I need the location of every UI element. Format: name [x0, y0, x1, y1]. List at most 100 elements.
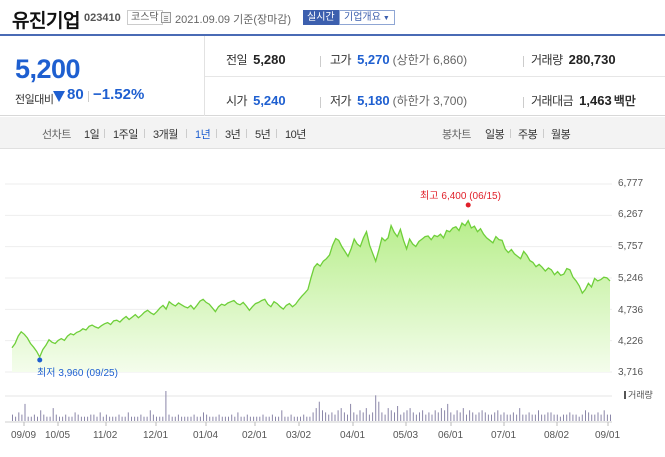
- volume-bar: [18, 412, 20, 421]
- volume-label: 거래량: [531, 53, 563, 67]
- low-value: 5,180: [357, 93, 390, 108]
- x-tick-label: 07/01: [491, 430, 517, 441]
- volume-bar: [588, 412, 590, 421]
- tab-1w[interactable]: 1주일: [113, 129, 138, 141]
- trade-value-amount: 1,463: [579, 93, 612, 108]
- volume-bar: [610, 414, 611, 421]
- volume-bar: [290, 414, 292, 421]
- volume-bar: [24, 403, 26, 421]
- volume-bar: [275, 416, 276, 421]
- volume-bar: [500, 414, 502, 421]
- volume-bar: [484, 412, 486, 421]
- volume-bar: [80, 416, 82, 421]
- volume-bar: [74, 412, 76, 421]
- volume-bar: [472, 412, 474, 421]
- y-tick-label: 4,226: [618, 336, 644, 347]
- price-area: [12, 220, 610, 372]
- volume-bar: [525, 414, 527, 421]
- volume-bar: [218, 414, 220, 421]
- volume-bar: [33, 414, 35, 421]
- volume-bar: [162, 416, 164, 421]
- volume-bar: [541, 414, 543, 421]
- volume-bar: [509, 414, 511, 421]
- tab-monthly[interactable]: 월봉: [551, 129, 571, 141]
- trade-value-unit: 백만: [613, 94, 636, 108]
- y-tick-label: 5,757: [618, 241, 644, 252]
- volume-bar: [303, 414, 305, 421]
- volume-bar: [246, 414, 248, 421]
- price-chart[interactable]: 6,777 6,267 5,757 5,246 4,736 4,226 3,71…: [0, 150, 665, 457]
- volume-bar: [553, 414, 555, 421]
- volume-bar: [203, 412, 204, 421]
- volume-bar: [184, 416, 186, 421]
- max-value: 6,400 (06/15): [441, 191, 501, 202]
- tab-3y[interactable]: 3년: [225, 129, 241, 141]
- tab-3m[interactable]: 3개월: [153, 129, 178, 141]
- volume-bar: [353, 412, 355, 421]
- x-tick-label: 09/01: [595, 430, 621, 441]
- line-chart-label: 선차트: [42, 129, 71, 141]
- volume-bar: [249, 416, 251, 421]
- volume-bar: [165, 391, 167, 421]
- volume-bar: [544, 414, 546, 421]
- volume-bar: [581, 414, 583, 421]
- y-tick-label: 6,267: [618, 209, 644, 220]
- volume-bar: [221, 416, 223, 421]
- volume-bar: [143, 416, 145, 421]
- volume-bar: [30, 416, 32, 421]
- volume-bar: [547, 412, 549, 421]
- x-tick-label: 06/01: [438, 430, 464, 441]
- x-tick-label: 12/01: [143, 430, 169, 441]
- volume-bar: [569, 412, 571, 421]
- volume-bar: [318, 401, 320, 421]
- tab-10y[interactable]: 10년: [285, 129, 306, 141]
- divider: [216, 129, 217, 138]
- volume-bar: [534, 414, 536, 421]
- open-label: 시가: [226, 94, 248, 108]
- volume-bar: [190, 416, 192, 421]
- volume-bar: [152, 414, 154, 421]
- change-value: 80: [67, 86, 84, 103]
- price-line: [11, 219, 611, 359]
- tab-1d[interactable]: 1일: [84, 129, 100, 141]
- realtime-button[interactable]: 실시간: [303, 10, 339, 25]
- tab-daily[interactable]: 일봉: [485, 129, 505, 141]
- divider: [246, 129, 247, 138]
- volume-bar: [606, 414, 608, 421]
- divider: [320, 97, 321, 108]
- volume-bar: [27, 416, 29, 421]
- volume-bar: [531, 414, 533, 421]
- tab-weekly[interactable]: 주봉: [518, 129, 538, 141]
- volume-bar: [519, 408, 521, 421]
- volume-bar: [46, 416, 48, 421]
- tab-5y[interactable]: 5년: [255, 129, 271, 141]
- volume-bar: [84, 416, 85, 421]
- prev-close-value: 5,280: [253, 52, 286, 67]
- volume-bar: [516, 414, 518, 421]
- min-value: 3,960 (09/25): [58, 368, 118, 379]
- volume-bar: [15, 416, 17, 421]
- divider: [543, 129, 544, 138]
- volume-bar: [253, 416, 255, 421]
- volume-bar: [224, 416, 226, 421]
- divider: [320, 56, 321, 67]
- y-tick-label: 4,736: [618, 305, 644, 316]
- y-tick-label: 5,246: [618, 273, 644, 284]
- volume-bar: [262, 414, 264, 421]
- volume-bar: [234, 416, 236, 421]
- company-overview-dropdown[interactable]: 기업개요 ▼: [339, 10, 395, 25]
- volume-bar: [306, 416, 308, 421]
- low-price: 저가 5,180 (하한가 3,700): [330, 92, 467, 109]
- volume-bar: [52, 408, 54, 421]
- prev-close: 전일 5,280: [226, 51, 286, 68]
- volume-bar: [350, 403, 352, 421]
- volume-bar: [415, 414, 417, 421]
- volume-bar: [578, 416, 580, 421]
- volume-bar: [384, 414, 386, 421]
- tab-1y[interactable]: 1년: [195, 129, 211, 141]
- volume-bar: [112, 416, 114, 421]
- volume-bar: [171, 416, 173, 421]
- volume-bar: [293, 416, 295, 421]
- volume-bar: [585, 410, 586, 421]
- volume-bar: [566, 414, 568, 421]
